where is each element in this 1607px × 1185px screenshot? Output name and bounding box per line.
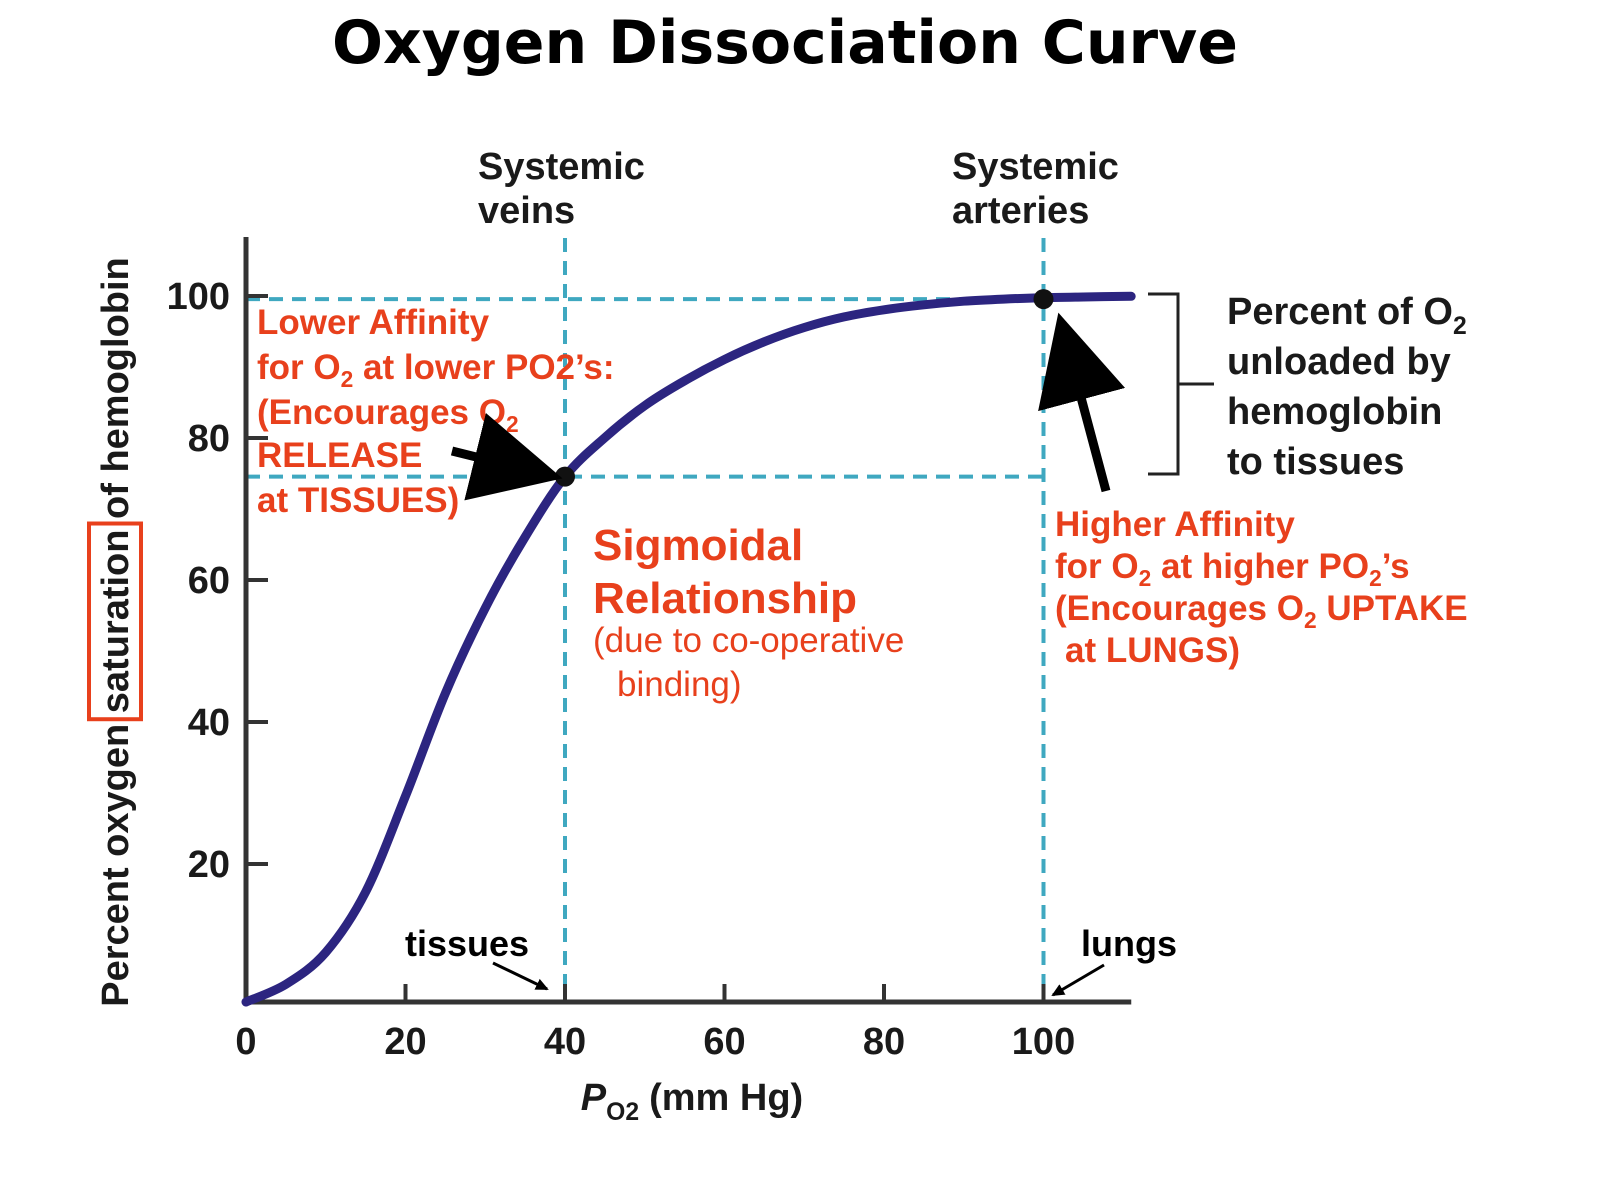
- y-tick-label-60: 60: [188, 560, 230, 602]
- dissociation-curve: [241, 291, 1136, 1007]
- chart-title: Oxygen Dissociation Curve: [332, 8, 1238, 78]
- x-axis-label-p: P: [581, 1077, 607, 1119]
- saturation-highlight-box: [87, 521, 143, 722]
- y-tick-label-100: 100: [167, 276, 230, 318]
- x-tick-label-20: 20: [384, 1021, 426, 1063]
- y-axis-label: Percent oxygen saturation of hemoglobin: [95, 257, 137, 1007]
- y-ticks: 20 40 60 80 100: [167, 276, 268, 886]
- x-tick-label-60: 60: [703, 1021, 745, 1063]
- y-tick-label-80: 80: [188, 418, 230, 460]
- x-ticks: 0 20 40 60 80 100: [235, 984, 1075, 1063]
- y-tick-label-20: 20: [188, 844, 230, 886]
- sigmoidal-subtitle: (due to co-operative binding): [593, 621, 904, 704]
- lower-affinity-arrow: [450, 413, 563, 501]
- marked-points: [555, 289, 1054, 487]
- y-axis-label-right: of hemoglobin: [95, 257, 137, 529]
- y-axis-label-left: Percent oxygen: [95, 713, 137, 1007]
- marked-point-40: [555, 466, 575, 487]
- x-axis-label-sub: O2: [606, 1099, 639, 1126]
- y-axis-label-highlight: saturation: [95, 530, 137, 714]
- higher-affinity-text: Higher Affinity for O2 at higher PO2’s (…: [1055, 505, 1477, 670]
- lower-affinity-text: Lower Affinity for O2 at lower PO2’s: (E…: [257, 303, 624, 520]
- x-axis-label: PO2 (mm Hg): [581, 1077, 803, 1126]
- percent-unloaded-text: Percent of O2 unloaded by hemoglobin to …: [1227, 291, 1477, 483]
- x-tick-label-0: 0: [235, 1021, 256, 1063]
- higher-affinity-arrow: [1038, 312, 1126, 493]
- lungs-arrow: [1051, 963, 1105, 997]
- x-tick-label-40: 40: [544, 1021, 586, 1063]
- x-tick-label-100: 100: [1012, 1021, 1075, 1063]
- tissues-arrow: [492, 961, 549, 991]
- systemic-veins-label: Systemic veins: [478, 146, 645, 232]
- unloaded-bracket: [1148, 292, 1214, 476]
- x-tick-label-80: 80: [863, 1021, 905, 1063]
- lungs-label: lungs: [1081, 923, 1177, 964]
- systemic-arteries-label: Systemic arteries: [952, 146, 1119, 232]
- x-axis-label-unit: (mm Hg): [649, 1077, 803, 1119]
- tissues-label: tissues: [405, 923, 529, 964]
- marked-point-100: [1033, 289, 1054, 310]
- sigmoidal-title: Sigmoidal Relationship: [593, 521, 857, 623]
- y-axis-label-group: Percent oxygen saturation of hemoglobin: [95, 257, 137, 1007]
- y-tick-label-40: 40: [188, 702, 230, 744]
